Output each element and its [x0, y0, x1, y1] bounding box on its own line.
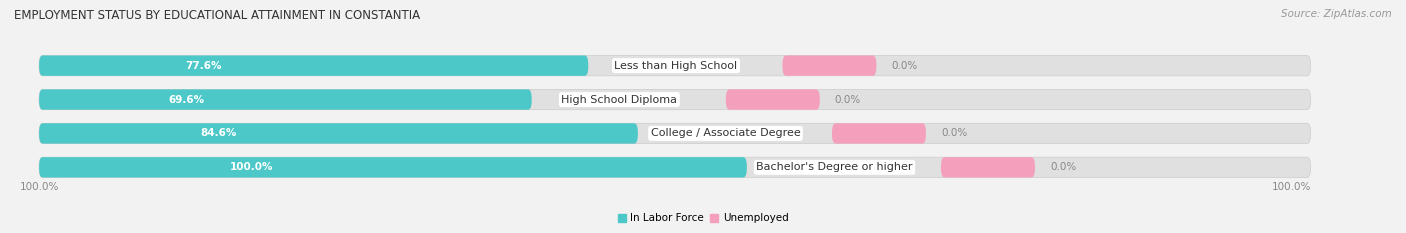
Text: 100.0%: 100.0%: [229, 162, 273, 172]
Text: College / Associate Degree: College / Associate Degree: [651, 128, 800, 138]
FancyBboxPatch shape: [941, 157, 1035, 178]
Legend: In Labor Force, Unemployed: In Labor Force, Unemployed: [613, 209, 793, 228]
FancyBboxPatch shape: [725, 89, 820, 110]
FancyBboxPatch shape: [39, 55, 1310, 76]
Text: 100.0%: 100.0%: [1272, 182, 1312, 192]
Text: 69.6%: 69.6%: [169, 95, 205, 105]
Text: 84.6%: 84.6%: [201, 128, 238, 138]
FancyBboxPatch shape: [39, 157, 1310, 178]
Text: 0.0%: 0.0%: [835, 95, 860, 105]
FancyBboxPatch shape: [832, 123, 927, 144]
Text: Bachelor's Degree or higher: Bachelor's Degree or higher: [756, 162, 912, 172]
Text: 100.0%: 100.0%: [20, 182, 59, 192]
Text: 0.0%: 0.0%: [1050, 162, 1076, 172]
Text: 77.6%: 77.6%: [186, 61, 222, 71]
Text: EMPLOYMENT STATUS BY EDUCATIONAL ATTAINMENT IN CONSTANTIA: EMPLOYMENT STATUS BY EDUCATIONAL ATTAINM…: [14, 9, 420, 22]
FancyBboxPatch shape: [39, 123, 638, 144]
Text: High School Diploma: High School Diploma: [561, 95, 678, 105]
FancyBboxPatch shape: [39, 89, 531, 110]
FancyBboxPatch shape: [39, 89, 1310, 110]
Text: 0.0%: 0.0%: [891, 61, 918, 71]
Text: Source: ZipAtlas.com: Source: ZipAtlas.com: [1281, 9, 1392, 19]
FancyBboxPatch shape: [39, 55, 588, 76]
FancyBboxPatch shape: [783, 55, 876, 76]
Text: Less than High School: Less than High School: [614, 61, 738, 71]
Text: 0.0%: 0.0%: [941, 128, 967, 138]
FancyBboxPatch shape: [39, 157, 747, 178]
FancyBboxPatch shape: [39, 123, 1310, 144]
